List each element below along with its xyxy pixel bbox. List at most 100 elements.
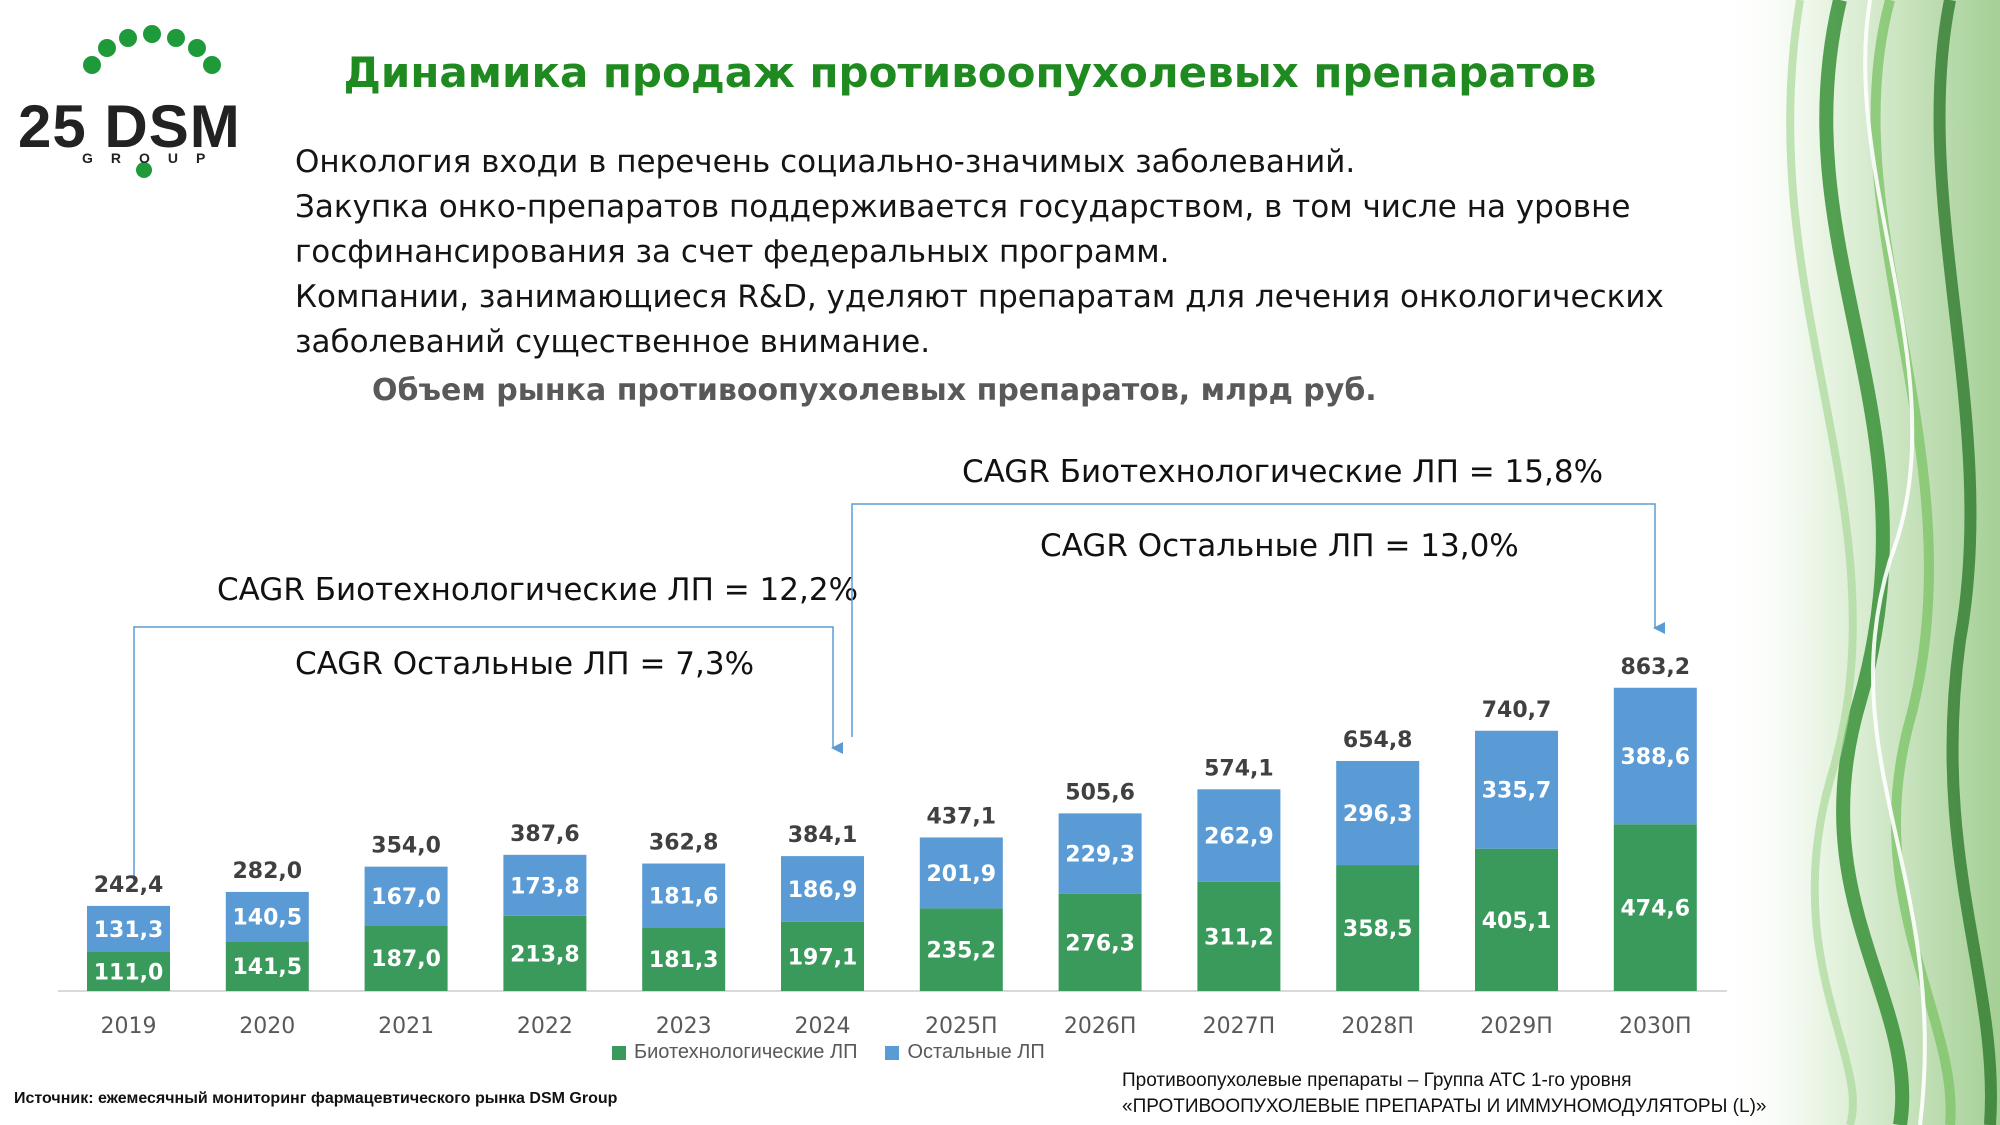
bar-total-label: 282,0 — [233, 859, 303, 884]
cagr-left-bracket — [133, 626, 843, 878]
intro-line: Компании, занимающиеся R&D, уделяют преп… — [295, 279, 1664, 315]
bar-total-label: 574,1 — [1204, 756, 1274, 781]
x-tick-label: 2030П — [1619, 1014, 1692, 1039]
bar-total-label: 654,8 — [1343, 728, 1413, 753]
x-tick-label: 2027П — [1203, 1014, 1276, 1039]
logo-text: 25 DSM — [18, 93, 241, 160]
bar-other-label: 181,6 — [649, 884, 719, 909]
bar-other — [1475, 730, 1558, 849]
bar-total-label: 387,6 — [510, 822, 580, 847]
source-note: Источник: ежемесячный мониторинг фармаце… — [14, 1090, 618, 1107]
bar-bio — [87, 952, 170, 991]
bar-other-label: 167,0 — [371, 885, 441, 910]
bar-other — [1197, 789, 1281, 882]
bar-bio — [642, 927, 726, 991]
bar-other-label: 131,3 — [94, 918, 164, 943]
bar-other-label: 335,7 — [1482, 779, 1552, 804]
bar-other — [781, 856, 864, 922]
bar-bio-label: 474,6 — [1621, 897, 1691, 922]
bar-other-label: 186,9 — [788, 878, 858, 903]
bar-other — [1613, 687, 1697, 825]
bar-bio — [781, 921, 864, 991]
bar-bio-label: 405,1 — [1482, 909, 1552, 934]
bar-bio-label: 358,5 — [1343, 917, 1413, 942]
logo-dots — [83, 25, 221, 178]
atc-note-line: «ПРОТИВООПУХОЛЕВЫЕ ПРЕПАРАТЫ И ИММУНОМОД… — [1122, 1096, 1767, 1117]
bar-bio-label: 213,8 — [510, 942, 580, 967]
cagr-right-bracket — [851, 503, 1665, 737]
bar-total-label: 384,1 — [788, 823, 858, 848]
legend-swatch-other — [885, 1045, 900, 1060]
bar-bio — [1613, 824, 1697, 991]
x-tick-label: 2028П — [1341, 1014, 1414, 1039]
bar-total-label: 505,6 — [1065, 780, 1135, 805]
bar-total-label: 242,4 — [94, 873, 164, 898]
atc-note-line: Противоопухолевые препараты – Группа АТС… — [1122, 1070, 1632, 1091]
bar-bio — [364, 925, 448, 991]
chart-legend: Биотехнологические ЛП Остальные ЛП — [612, 1041, 1045, 1064]
bar-other-label: 296,3 — [1343, 802, 1413, 827]
bar-other — [642, 863, 726, 928]
bar-bio-label: 187,0 — [371, 947, 441, 972]
bar-other — [1336, 760, 1420, 866]
bar-other — [1058, 813, 1142, 894]
bar-total-label: 354,0 — [371, 834, 441, 859]
chart-title: Объем рынка противоопухолевых препаратов… — [372, 373, 1377, 408]
bar-other-label: 388,6 — [1621, 745, 1691, 770]
legend-label-bio: Биотехнологические ЛП — [634, 1041, 858, 1063]
x-tick-label: 2020 — [239, 1014, 295, 1039]
cagr-right-bio: CAGR Биотехнологические ЛП = 15,8% — [962, 454, 1604, 490]
page-title: Динамика продаж противоопухолевых препар… — [343, 48, 1597, 97]
x-tick-label: 2029П — [1480, 1014, 1553, 1039]
x-tick-label: 2019 — [101, 1014, 157, 1039]
intro-line: госфинансирования за счет федеральных пр… — [295, 234, 1170, 270]
bar-bio — [1475, 848, 1558, 991]
x-tick-label: 2026П — [1064, 1014, 1137, 1039]
bar-bio-label: 111,0 — [94, 961, 164, 986]
bar-bio — [225, 941, 309, 991]
bar-total-label: 437,1 — [927, 804, 997, 829]
bar-total-label: 863,2 — [1621, 655, 1691, 680]
intro-line: Закупка онко-препаратов поддерживается г… — [295, 189, 1631, 225]
bar-other-label: 201,9 — [927, 862, 997, 887]
bar-bio — [1336, 865, 1420, 991]
intro-line: заболеваний существенное внимание. — [295, 324, 931, 360]
decorative-swirl — [1720, 0, 2000, 1125]
x-tick-label: 2025П — [925, 1014, 998, 1039]
bar-bio — [1197, 881, 1281, 991]
bar-total-label: 740,7 — [1482, 698, 1552, 723]
atc-note: Противоопухолевые препараты – Группа АТС… — [1122, 1068, 1766, 1120]
cagr-left-other: CAGR Остальные ЛП = 7,3% — [295, 646, 755, 682]
legend-item-other: Остальные ЛП — [885, 1041, 1045, 1064]
logo-group: GROUP — [82, 150, 224, 166]
x-tick-label: 2021 — [378, 1014, 434, 1039]
intro-text: Онкология входи в перечень социально-зна… — [295, 140, 1695, 365]
bar-other — [503, 854, 587, 916]
bar-other — [225, 891, 309, 942]
bar-bio — [503, 915, 587, 991]
cagr-left-bio: CAGR Биотехнологические ЛП = 12,2% — [217, 572, 859, 608]
bar-other-label: 173,8 — [510, 874, 580, 899]
bar-bio-label: 235,2 — [927, 939, 997, 964]
bar-bio-label: 311,2 — [1204, 925, 1274, 950]
bar-other-label: 229,3 — [1065, 843, 1135, 868]
bar-bio — [1058, 893, 1142, 991]
bar-other — [919, 837, 1003, 909]
bar-bio-label: 197,1 — [788, 945, 858, 970]
bar-other — [87, 905, 170, 953]
x-tick-label: 2024 — [795, 1014, 851, 1039]
intro-line: Онкология входи в перечень социально-зна… — [295, 144, 1356, 180]
bar-bio-label: 276,3 — [1065, 931, 1135, 956]
cagr-right-other: CAGR Остальные ЛП = 13,0% — [1040, 528, 1519, 564]
dsm-logo: 25 DSM GROUP — [10, 10, 270, 180]
x-tick-label: 2022 — [517, 1014, 573, 1039]
x-tick-label: 2023 — [656, 1014, 712, 1039]
legend-label-other: Остальные ЛП — [907, 1041, 1045, 1063]
bar-other — [364, 866, 448, 926]
bar-total-label: 362,8 — [649, 831, 719, 856]
legend-swatch-bio — [612, 1045, 626, 1060]
bar-bio-label: 141,5 — [233, 955, 303, 980]
bar-bio — [919, 908, 1003, 991]
bar-bio-label: 181,3 — [649, 948, 719, 973]
